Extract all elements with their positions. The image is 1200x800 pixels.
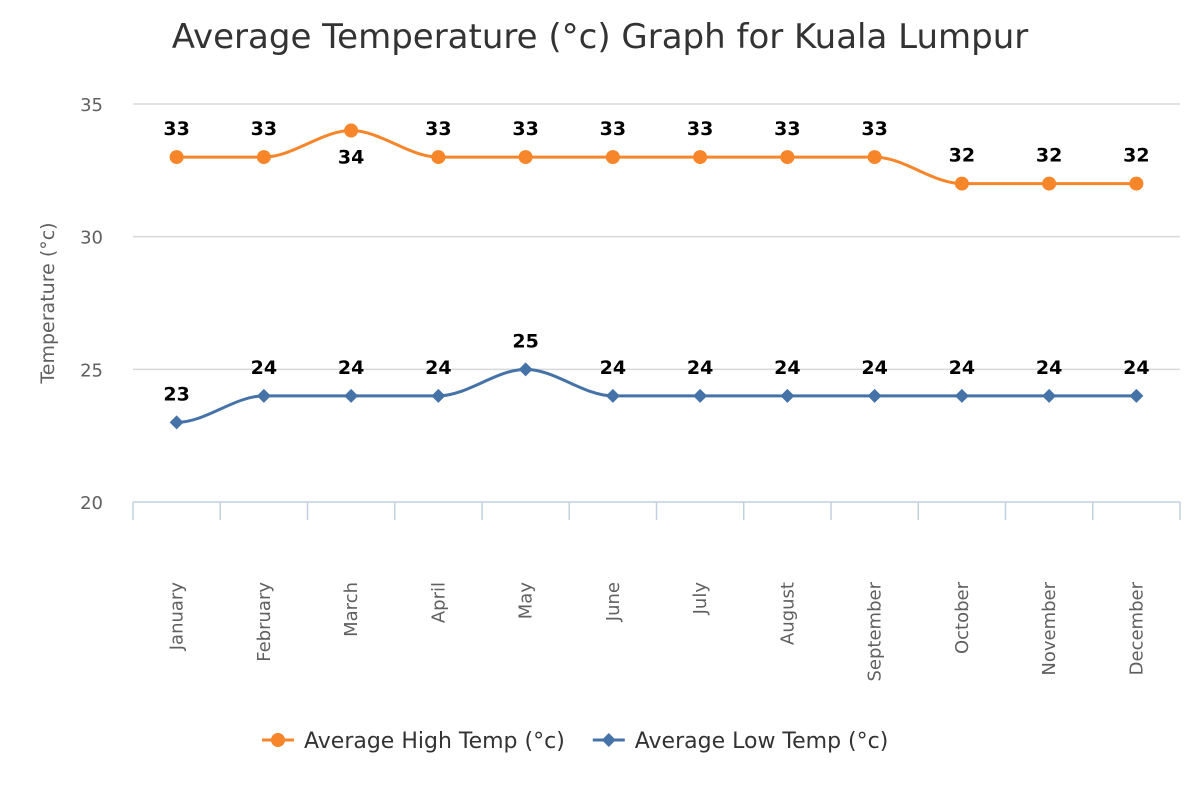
x-tick-label: September: [865, 581, 886, 681]
legend-marker-circle-icon: [271, 733, 285, 747]
x-tick-label: December: [1126, 581, 1147, 675]
data-point: [1042, 176, 1057, 191]
data-point: [780, 150, 795, 165]
data-label: 24: [687, 357, 713, 379]
data-point: [256, 388, 271, 403]
legend-label: Average Low Temp (°c): [635, 729, 889, 754]
data-point: [605, 150, 620, 165]
data-point: [344, 123, 359, 138]
x-tick-label: November: [1039, 581, 1060, 675]
data-point: [693, 150, 708, 165]
chart-title: Average Temperature (°c) Graph for Kuala…: [172, 17, 1029, 57]
data-label: 24: [774, 357, 800, 379]
legend-label: Average High Temp (°c): [304, 729, 565, 754]
data-label: 32: [1036, 145, 1062, 167]
x-tick-label: March: [341, 582, 362, 637]
data-label: 24: [1123, 357, 1149, 379]
data-point: [954, 176, 969, 191]
x-tick-label: April: [428, 582, 449, 623]
data-label: 33: [163, 118, 189, 140]
x-tick-label: February: [254, 582, 275, 662]
data-label: 23: [163, 383, 189, 405]
data-point: [867, 150, 882, 165]
data-point: [344, 388, 359, 403]
data-label: 32: [949, 145, 975, 167]
data-point: [169, 415, 184, 430]
data-point: [780, 388, 795, 403]
data-label: 24: [1036, 357, 1062, 379]
data-point: [256, 150, 271, 165]
data-label: 32: [1123, 145, 1149, 167]
data-point: [1129, 176, 1144, 191]
data-point: [518, 362, 533, 377]
data-point: [867, 388, 882, 403]
data-label: 24: [425, 357, 451, 379]
x-tick-label: June: [603, 582, 624, 622]
data-label: 24: [949, 357, 975, 379]
data-label: 33: [512, 118, 538, 140]
x-tick-label: October: [952, 581, 973, 654]
y-tick-label: 30: [80, 228, 103, 249]
data-label: 33: [687, 118, 713, 140]
data-point: [431, 388, 446, 403]
data-label: 25: [512, 330, 538, 352]
data-label: 24: [251, 357, 277, 379]
data-label: 33: [600, 118, 626, 140]
x-tick-label: January: [167, 582, 188, 652]
legend-item[interactable]: Average Low Temp (°c): [592, 729, 889, 754]
x-tick-label: August: [777, 582, 798, 645]
series-line: [176, 129, 1137, 186]
legend-item[interactable]: Average High Temp (°c): [262, 729, 565, 754]
x-tick-label: May: [516, 582, 537, 620]
x-tick-label: July: [690, 582, 711, 616]
data-label: 33: [251, 118, 277, 140]
data-point: [954, 388, 969, 403]
data-label: 34: [338, 147, 364, 169]
data-point: [1042, 388, 1057, 403]
legend-marker-diamond-icon: [601, 733, 616, 747]
data-label: 33: [425, 118, 451, 140]
y-tick-label: 25: [80, 360, 103, 381]
series-line: [176, 367, 1137, 424]
y-tick-label: 20: [80, 493, 103, 514]
data-label: 24: [600, 357, 626, 379]
data-point: [693, 388, 708, 403]
y-axis-title: Temperature (°c): [37, 222, 59, 384]
data-label: 24: [338, 357, 364, 379]
data-label: 24: [861, 357, 887, 379]
data-label: 33: [774, 118, 800, 140]
data-label: 33: [861, 118, 887, 140]
data-point: [1129, 388, 1144, 403]
data-point: [518, 150, 533, 165]
data-point: [431, 150, 446, 165]
y-tick-label: 35: [80, 95, 103, 116]
data-point: [169, 150, 184, 165]
data-point: [605, 388, 620, 403]
